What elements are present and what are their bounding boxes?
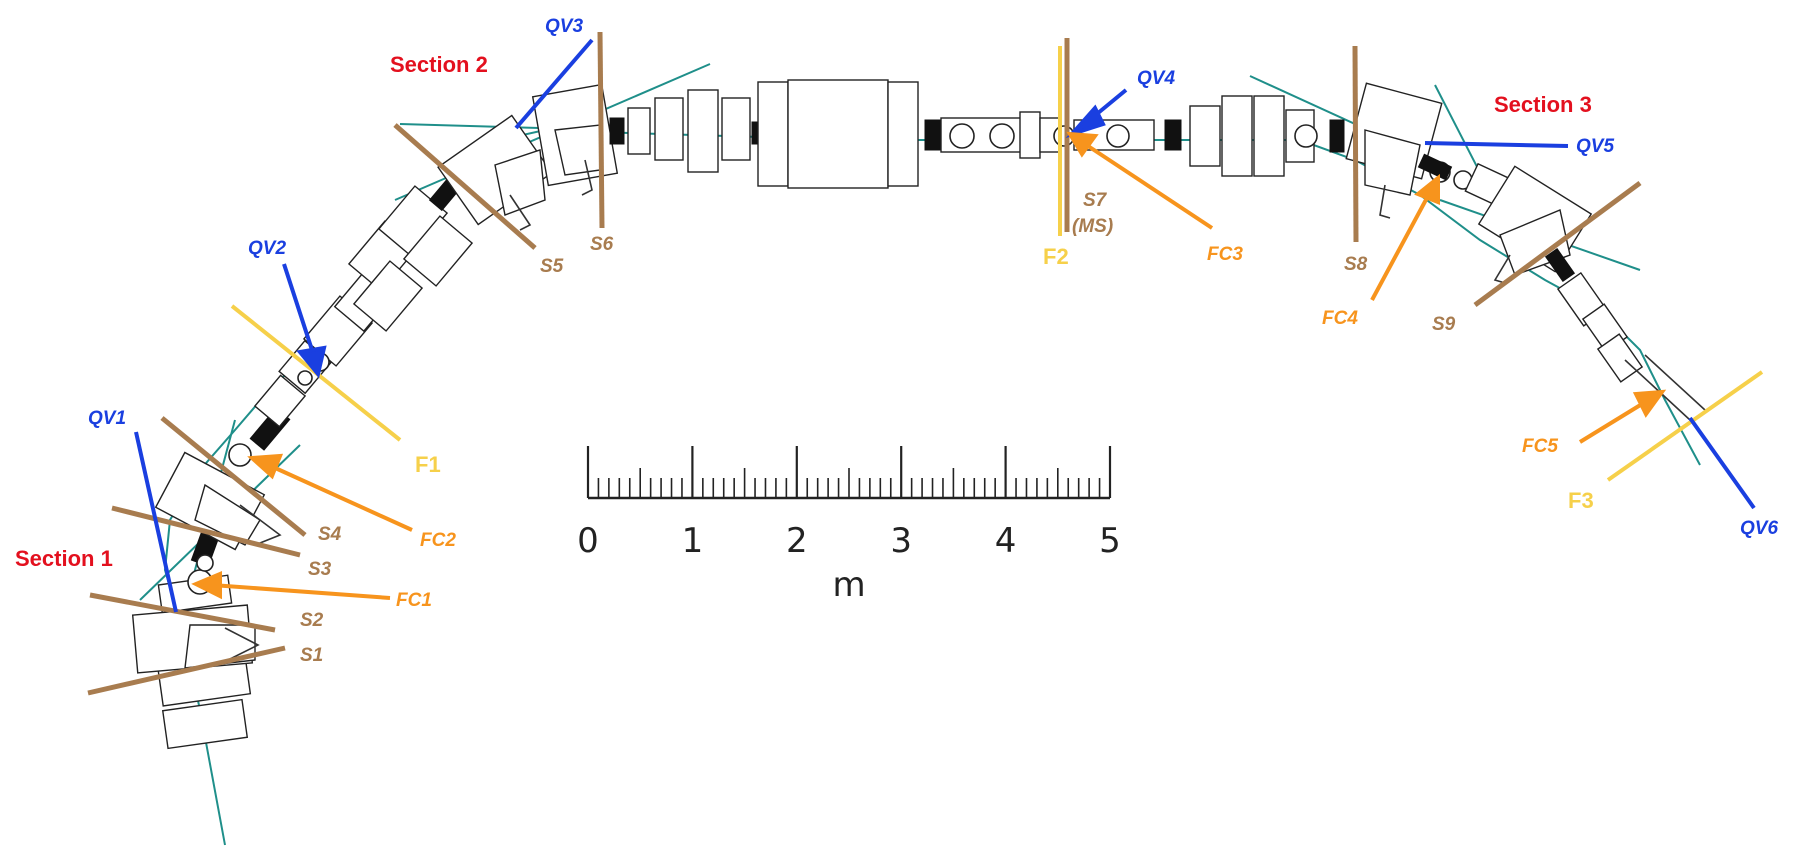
f-labels: F1 F2 F3 — [415, 244, 1594, 513]
fc4-arrowhead — [1414, 173, 1440, 205]
s-labels: S1 S2 S3 S4 S5 S6 S7 (MS) S8 S9 — [300, 190, 1456, 666]
qv2-label: QV2 — [248, 238, 286, 259]
dipole-4 — [531, 83, 619, 196]
fc-pointers — [191, 131, 1667, 600]
s3-label: S3 — [308, 559, 332, 580]
scale-tick-label: 1 — [682, 521, 704, 561]
dipole-2 — [154, 451, 282, 551]
scale-tick-label: 3 — [890, 521, 912, 561]
dipole-5 — [1345, 82, 1443, 219]
s-screens — [87, 31, 1642, 696]
fc4-label: FC4 — [1322, 308, 1358, 329]
fc1-arrowhead — [191, 571, 222, 600]
fc3-arrowhead — [1066, 131, 1099, 158]
f3-line — [1606, 370, 1764, 482]
s4-line — [160, 416, 307, 537]
s8-line — [1352, 45, 1359, 243]
fc-labels: FC1 FC2 FC3 FC4 FC5 — [396, 244, 1558, 611]
fc1-label: FC1 — [396, 590, 432, 611]
scale-tick-label: 4 — [995, 521, 1017, 561]
large-magnet — [757, 79, 919, 189]
s9-label: S9 — [1432, 314, 1456, 335]
s5-label: S5 — [540, 256, 564, 277]
s1-label: S1 — [300, 645, 323, 666]
qv4-label: QV4 — [1137, 68, 1175, 89]
s6-line — [597, 31, 605, 229]
qv1-line — [134, 431, 178, 613]
qv-labels: QV1 QV2 QV3 QV4 QV5 QV6 — [88, 16, 1778, 539]
section-3-exit-line — [1544, 248, 1706, 421]
qv3-label: QV3 — [545, 16, 583, 37]
section-labels: Section 1 Section 2 Section 3 — [15, 52, 1592, 571]
s4-label: S4 — [318, 524, 342, 545]
s2-line — [89, 592, 276, 633]
qv1-label: QV1 — [88, 408, 126, 429]
fc1-line — [211, 583, 391, 600]
scale-tick-label: 2 — [786, 521, 808, 561]
qv-pointers — [134, 38, 1756, 613]
qv5-label: QV5 — [1576, 136, 1614, 157]
fc5-arrowhead — [1632, 389, 1667, 418]
top-straight-left — [609, 89, 775, 173]
qv5-line — [1424, 141, 1569, 148]
s2-label: S2 — [300, 610, 324, 631]
scale-bar-ticks — [586, 446, 1112, 498]
top-straight-right — [924, 95, 1345, 177]
s8-label: S8 — [1344, 254, 1368, 275]
scale-bar-unit: m — [832, 565, 865, 605]
fc5-line — [1578, 402, 1644, 444]
scale-bar-tick-labels: 0 1 2 3 4 5 — [577, 521, 1121, 561]
qv6-label: QV6 — [1740, 518, 1778, 539]
section-3-label: Section 3 — [1494, 92, 1592, 117]
qv3-line — [514, 38, 594, 130]
s7-note: (MS) — [1072, 216, 1113, 237]
f3-label: F3 — [1568, 488, 1594, 513]
qv6-line — [1688, 416, 1756, 510]
qv2-arrowhead — [296, 345, 327, 379]
s3-line — [111, 505, 301, 558]
dipole-3 — [437, 114, 553, 231]
fc2-label: FC2 — [420, 530, 456, 551]
fc4-line — [1370, 195, 1430, 301]
qv4-arrowhead — [1065, 104, 1106, 139]
s6-label: S6 — [590, 234, 614, 255]
fc2-line — [272, 465, 413, 532]
f1-label: F1 — [415, 452, 441, 477]
s7-label: S7 — [1083, 190, 1108, 211]
s5-line — [393, 123, 537, 250]
scale-tick-label: 0 — [577, 521, 599, 561]
fc3-label: FC3 — [1207, 244, 1243, 265]
transfer-line-1-2 — [297, 174, 474, 386]
scale-tick-label: 5 — [1099, 521, 1121, 561]
s9-line — [1473, 180, 1642, 308]
scale-bar: 0 1 2 3 4 5 m — [577, 446, 1121, 605]
fc3-line — [1086, 144, 1214, 230]
fc5-label: FC5 — [1522, 436, 1558, 457]
section-2-label: Section 2 — [390, 52, 488, 77]
qv2-line — [282, 263, 314, 351]
fc2-arrowhead — [247, 453, 284, 480]
section-1-label: Section 1 — [15, 546, 113, 571]
s1-line — [87, 645, 286, 696]
f2-label: F2 — [1043, 244, 1069, 269]
